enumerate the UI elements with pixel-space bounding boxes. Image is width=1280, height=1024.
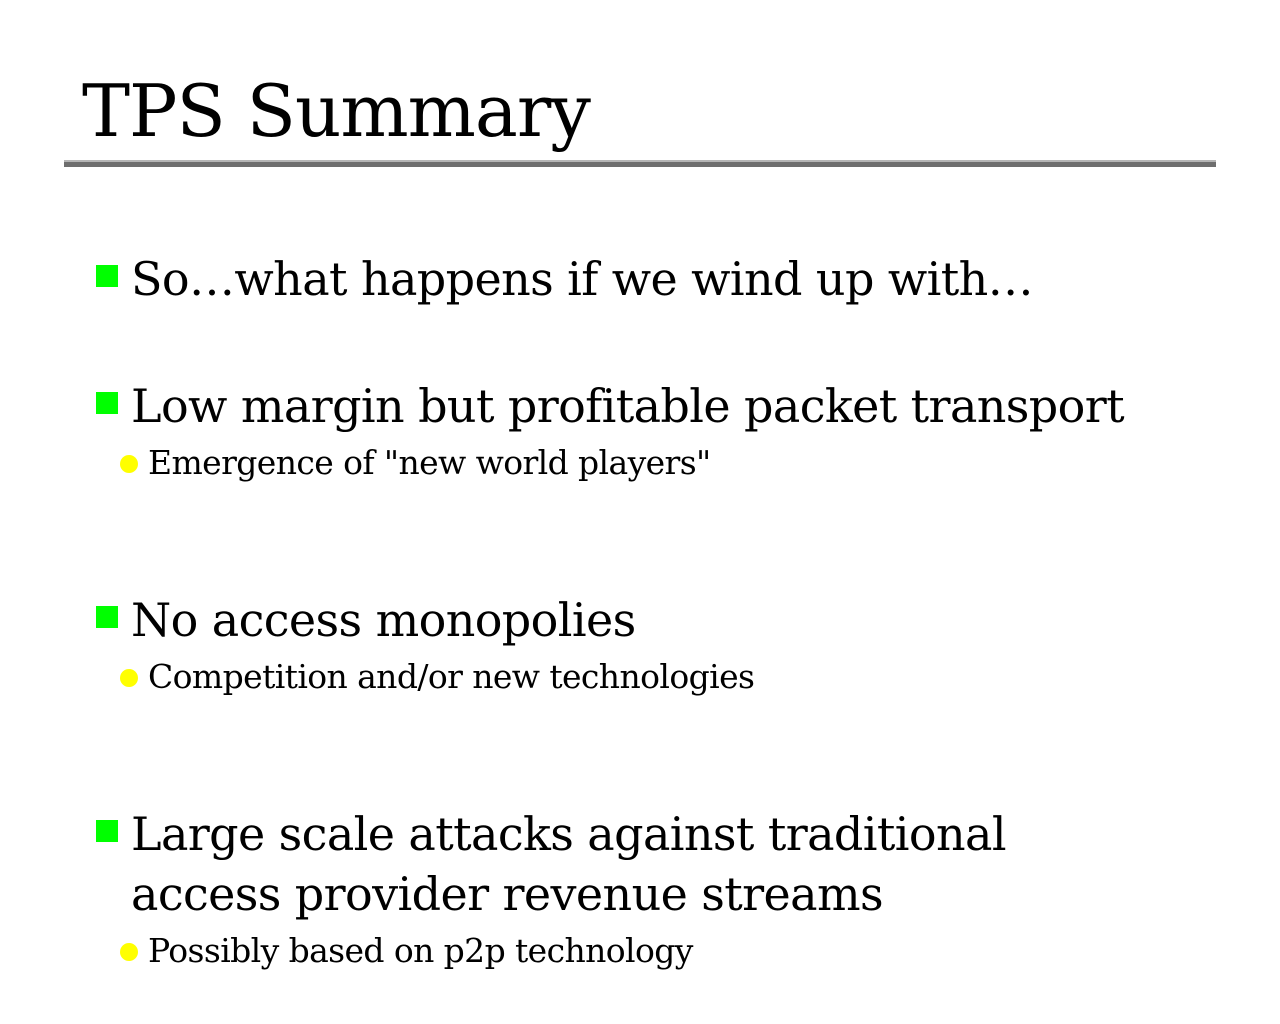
yellow-dot-icon [120, 669, 138, 687]
bullet-text: No access monopolies [131, 593, 636, 647]
bullet-item: Large scale attacks against traditional … [96, 804, 1136, 924]
sub-bullet-text: Emergence of "new world players" [148, 443, 711, 482]
bullet-item: Low margin but profitable packet transpo… [96, 376, 1136, 436]
green-square-icon [96, 265, 118, 287]
green-square-icon [96, 392, 118, 414]
green-square-icon [96, 820, 118, 842]
bullet-text: Large scale attacks against traditional … [131, 807, 1007, 921]
sub-bullet-item: Emergence of "new world players" [120, 441, 1160, 485]
sub-bullet-item: Possibly based on p2p technology [120, 929, 1160, 973]
yellow-dot-icon [120, 943, 138, 961]
bullet-item: No access monopolies [96, 590, 1136, 650]
slide-title: TPS Summary [82, 69, 591, 153]
sub-bullet-text: Possibly based on p2p technology [148, 931, 693, 970]
sub-bullet-item: Competition and/or new technologies [120, 655, 1160, 699]
title-rule [64, 160, 1216, 167]
bullet-text: So…what happens if we wind up with… [131, 252, 1034, 306]
yellow-dot-icon [120, 455, 138, 473]
bullet-item: So…what happens if we wind up with… [96, 249, 1136, 309]
bullet-text: Low margin but profitable packet transpo… [131, 379, 1125, 433]
green-square-icon [96, 606, 118, 628]
sub-bullet-text: Competition and/or new technologies [148, 657, 755, 696]
